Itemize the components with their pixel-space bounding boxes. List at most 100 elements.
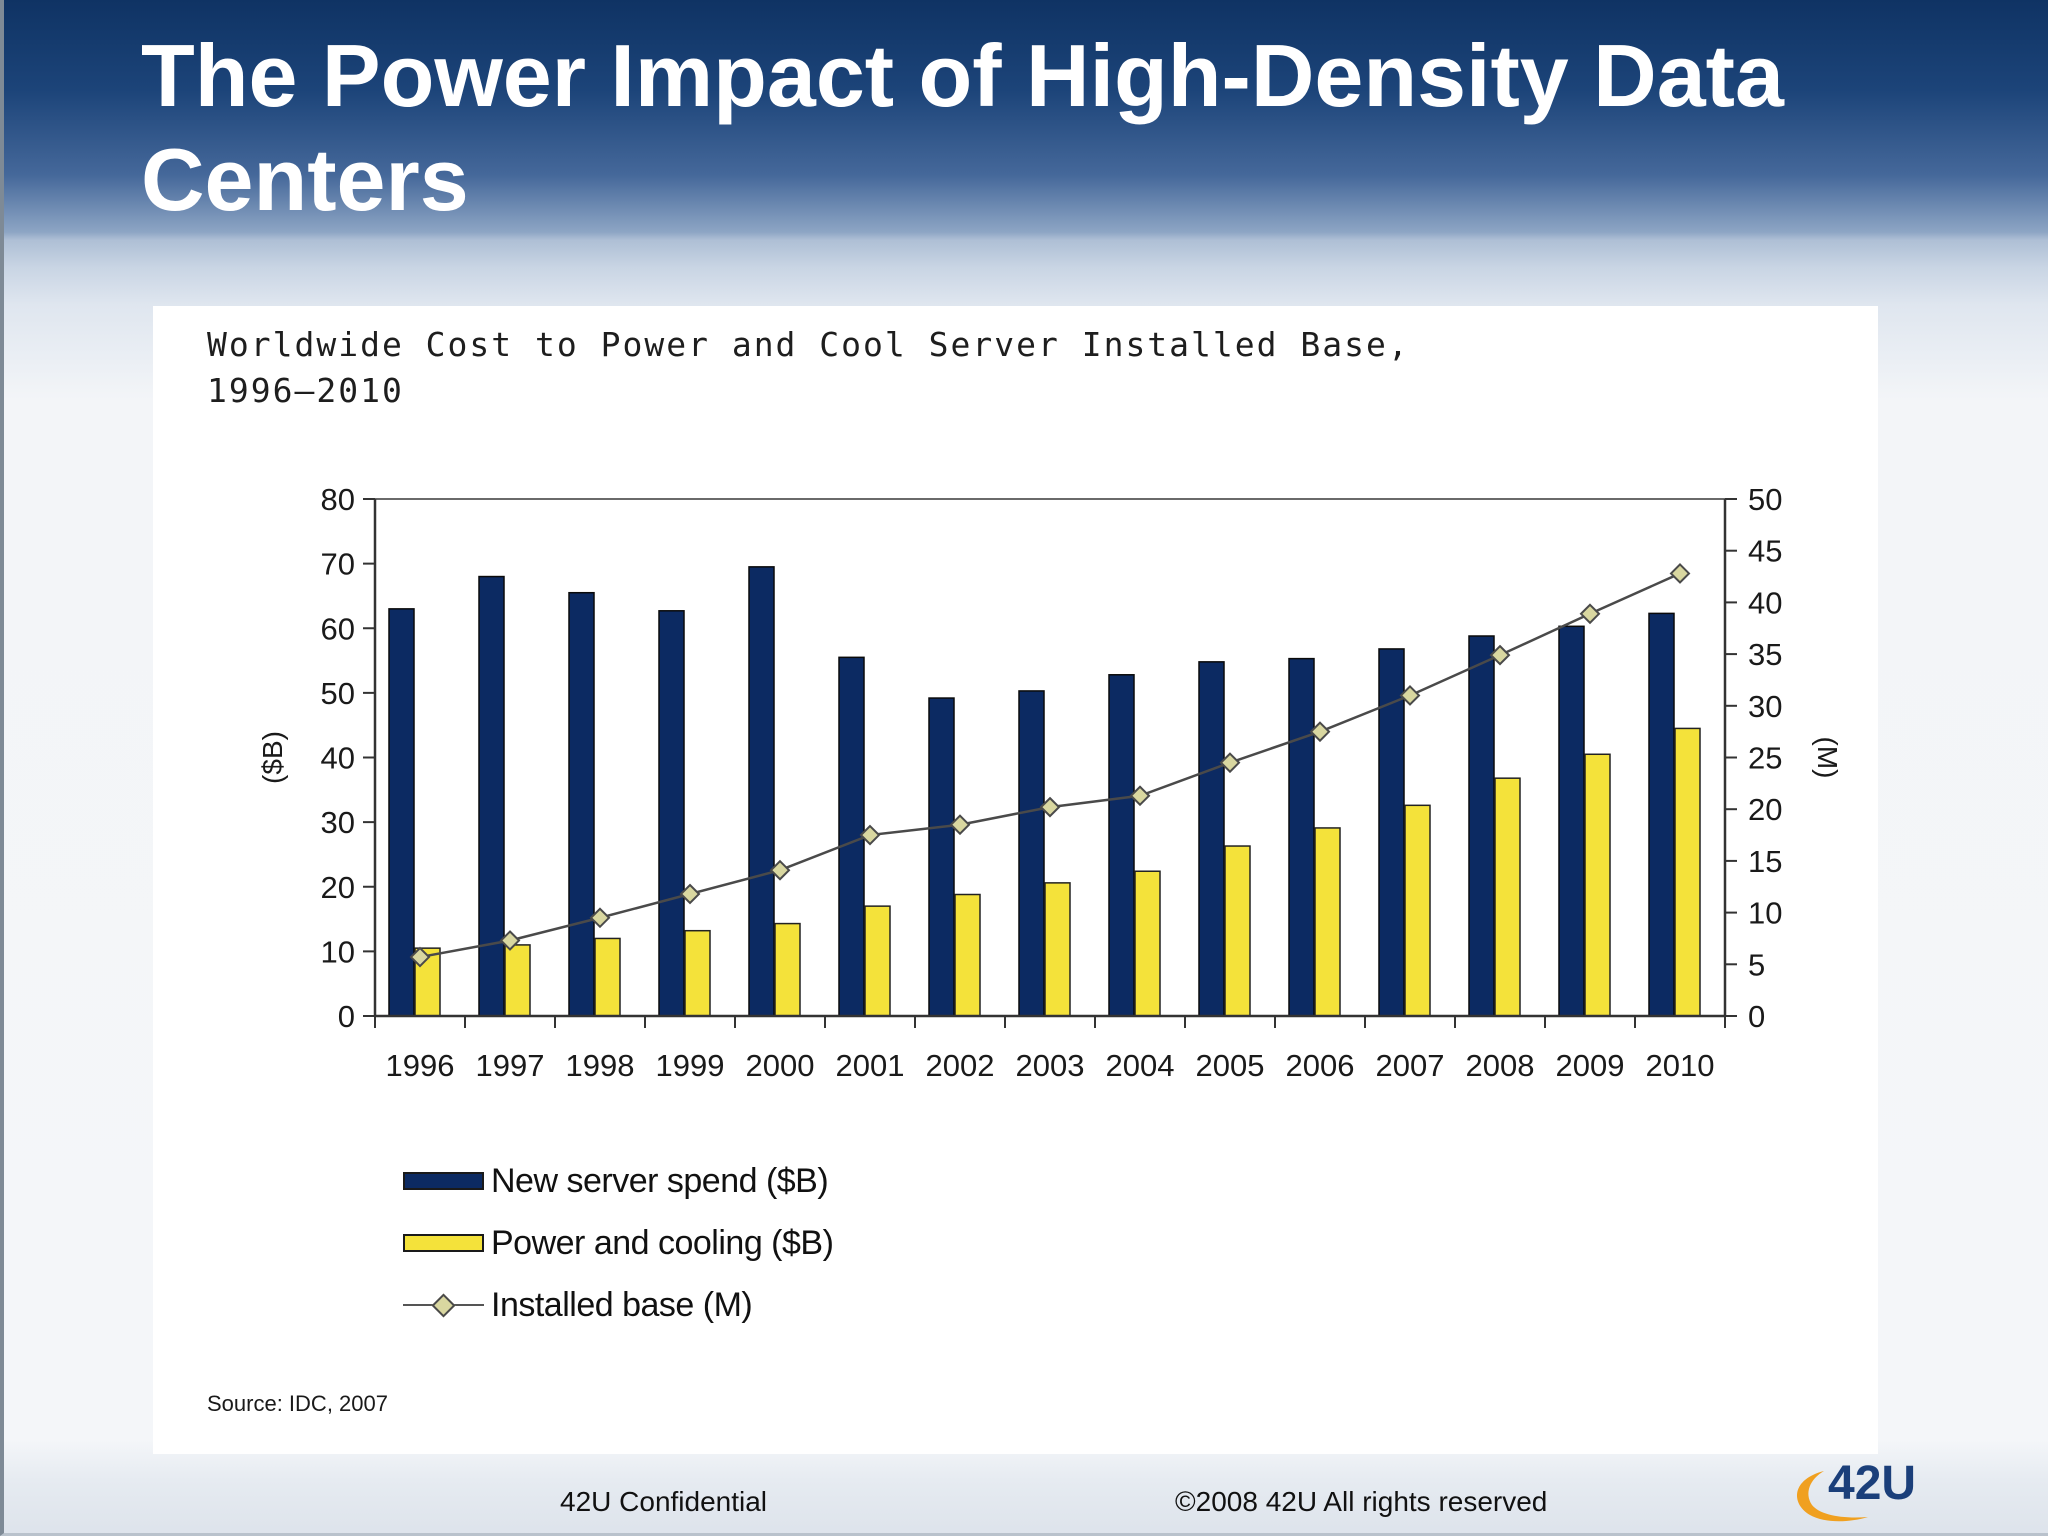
x-tick-label: 2010 (1646, 1048, 1715, 1083)
y-left-tick-label: 30 (321, 805, 355, 840)
x-tick-label: 2007 (1376, 1048, 1445, 1083)
legend-marker-installed-base (403, 1290, 484, 1320)
point-installed-base (1669, 563, 1691, 584)
y-left-tick-label: 80 (321, 482, 355, 517)
bar-new-server-spend (1468, 635, 1495, 1017)
bar-power-and-cooling (1224, 845, 1251, 1017)
y-left-tick-label: 40 (321, 741, 355, 776)
y-right-tick-label: 15 (1748, 844, 1782, 879)
x-tick-label: 1998 (566, 1048, 635, 1083)
legend-label-power-and-cooling: Power and cooling ($B) (491, 1223, 834, 1262)
point-installed-base (1219, 752, 1241, 774)
bar-new-server-spend (838, 656, 865, 1017)
bar-power-and-cooling (1314, 827, 1341, 1017)
point-installed-base (859, 824, 881, 846)
legend-swatch-new-server-spend (403, 1172, 484, 1190)
x-tick-label: 2009 (1556, 1048, 1625, 1083)
y-right-tick-label: 45 (1748, 534, 1782, 569)
bar-new-server-spend (658, 610, 685, 1017)
bar-new-server-spend (388, 608, 415, 1017)
bar-power-and-cooling (1404, 804, 1431, 1017)
point-installed-base (499, 930, 521, 951)
point-installed-base (1399, 685, 1421, 706)
x-tick-label: 2002 (926, 1048, 995, 1083)
bar-power-and-cooling (864, 905, 891, 1017)
y-right-tick-label: 50 (1748, 482, 1782, 517)
bar-new-server-spend (1378, 648, 1405, 1017)
point-installed-base (1309, 721, 1331, 743)
x-tick-label: 1999 (656, 1048, 725, 1083)
chart-title-line-1: Worldwide Cost to Power and Cool Server … (207, 325, 1410, 364)
bar-new-server-spend (478, 575, 505, 1017)
x-tick-label: 2001 (836, 1048, 905, 1083)
legend-label-installed-base: Installed base (M) (491, 1285, 753, 1324)
chart-title-line-2: 1996–2010 (207, 371, 404, 410)
y-left-tick-label: 10 (321, 934, 355, 969)
bar-new-server-spend (748, 566, 775, 1017)
chart-legend: New server spend ($B) Power and cooling … (403, 1150, 834, 1336)
y-right-tick-label: 25 (1748, 741, 1782, 776)
chart-source: Source: IDC, 2007 (207, 1391, 388, 1416)
bar-power-and-cooling (1044, 882, 1071, 1017)
bar-new-server-spend (928, 697, 955, 1017)
point-installed-base (949, 814, 971, 836)
legend-item-new-server-spend: New server spend ($B) (403, 1150, 833, 1212)
y-right-tick-label: 30 (1748, 689, 1782, 724)
point-installed-base (1039, 796, 1061, 818)
legend-item-power-and-cooling: Power and cooling ($B) (403, 1212, 834, 1274)
x-tick-label: 1996 (386, 1048, 455, 1083)
point-installed-base (589, 907, 611, 929)
point-installed-base (1489, 644, 1511, 666)
x-tick-label: 2004 (1106, 1048, 1175, 1083)
point-installed-base (769, 859, 791, 881)
bar-new-server-spend (1198, 661, 1225, 1017)
bar-new-server-spend (1288, 657, 1315, 1017)
legend-item-installed-base: Installed base (M) (403, 1274, 833, 1336)
x-tick-label: 2006 (1286, 1048, 1355, 1083)
bar-power-and-cooling (684, 929, 711, 1017)
y-right-tick-label: 0 (1748, 999, 1765, 1034)
point-installed-base (1579, 603, 1601, 625)
y-right-tick-label: 20 (1748, 792, 1782, 827)
x-tick-label: 2008 (1466, 1048, 1535, 1083)
bar-new-server-spend (1648, 612, 1675, 1017)
bar-power-and-cooling (1584, 753, 1611, 1017)
logo-text: 42U (1828, 1457, 1916, 1510)
y-left-tick-label: 60 (321, 611, 355, 646)
bar-power-and-cooling (1494, 777, 1521, 1017)
bar-power-and-cooling (1134, 870, 1161, 1017)
bar-power-and-cooling (774, 922, 801, 1017)
y-left-tick-label: 70 (321, 547, 355, 582)
point-installed-base (409, 946, 431, 968)
legend-label-new-server-spend: New server spend ($B) (491, 1161, 829, 1200)
y-right-tick-label: 10 (1748, 896, 1782, 931)
y-right-axis-title: (M) (1812, 737, 1843, 779)
chart-title: Worldwide Cost to Power and Cool Server … (207, 322, 1507, 414)
y-right-tick-label: 5 (1748, 947, 1765, 982)
x-tick-label: 2000 (746, 1048, 815, 1083)
y-left-tick-label: 0 (338, 999, 355, 1034)
y-right-tick-label: 35 (1748, 637, 1782, 672)
footer-copyright: ©2008 42U All rights reserved (1175, 1486, 1548, 1517)
slide-title: The Power Impact of High-Density Data Ce… (141, 26, 1784, 229)
bar-new-server-spend (568, 591, 595, 1017)
x-tick-label: 2003 (1016, 1048, 1085, 1083)
bar-power-and-cooling (1674, 727, 1701, 1017)
bar-power-and-cooling (954, 893, 981, 1017)
y-left-axis-title: ($B) (257, 731, 288, 784)
point-installed-base (1129, 785, 1151, 807)
bar-power-and-cooling (594, 937, 621, 1017)
bar-power-and-cooling (504, 944, 531, 1017)
x-tick-label: 1997 (476, 1048, 545, 1083)
company-logo: 42U (1797, 1457, 1916, 1522)
legend-swatch-power-and-cooling (403, 1234, 484, 1252)
logo-swoosh (1797, 1471, 1868, 1522)
footer-confidential: 42U Confidential (560, 1486, 768, 1517)
bar-new-server-spend (1108, 674, 1135, 1017)
x-tick-label: 2005 (1196, 1048, 1265, 1083)
y-right-tick-label: 40 (1748, 585, 1782, 620)
point-installed-base (679, 883, 701, 905)
y-left-tick-label: 50 (321, 676, 355, 711)
y-left-tick-label: 20 (321, 870, 355, 905)
